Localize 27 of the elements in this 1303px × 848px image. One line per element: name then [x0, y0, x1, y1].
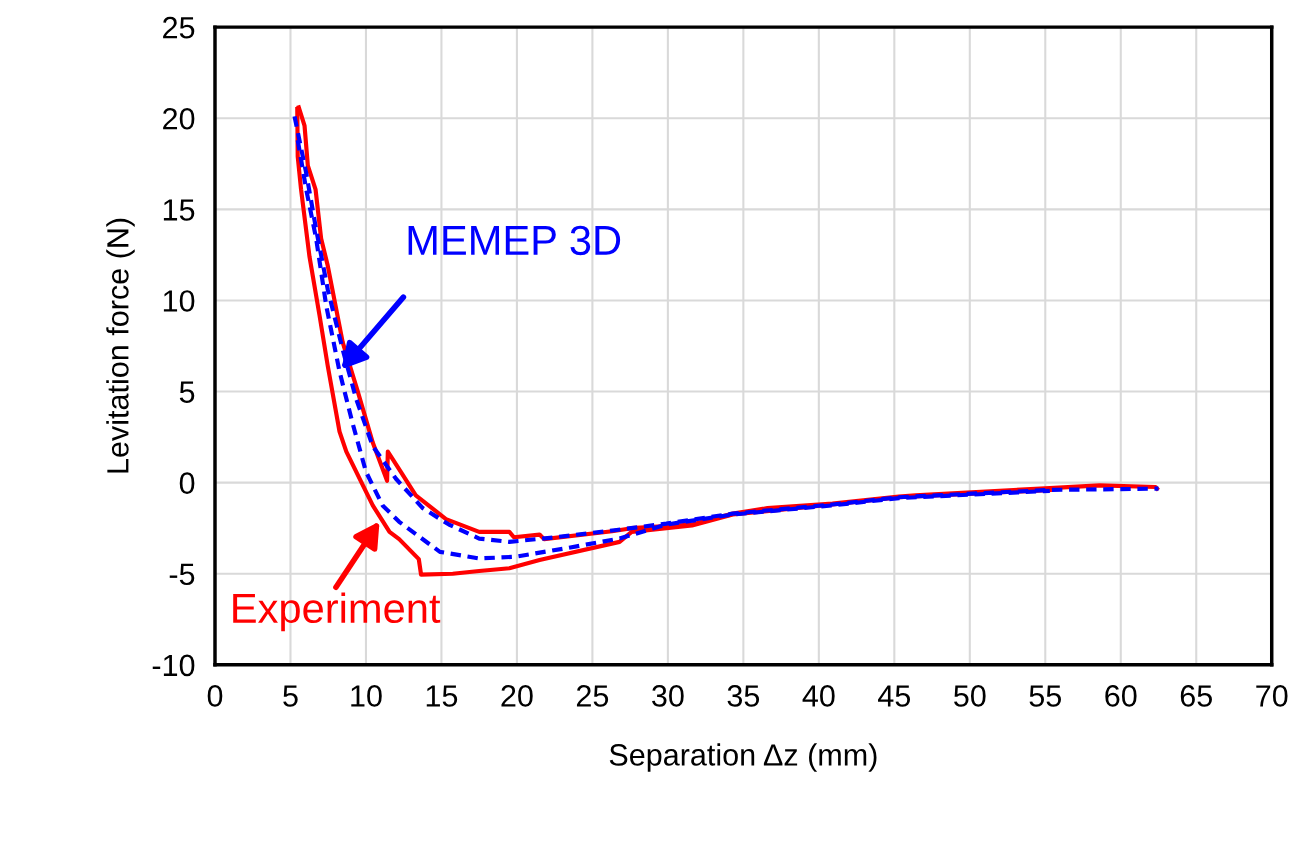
x-tick-label: 50 [954, 685, 986, 707]
y-tick-label: 15 [163, 199, 195, 221]
y-tick-label: 10 [163, 290, 195, 312]
y-axis-title: Levitation force (N) [106, 218, 135, 473]
x-tick-label: 25 [576, 685, 609, 707]
x-tick-label: 40 [802, 685, 835, 707]
annotation: MEMEP 3D [408, 225, 621, 256]
x-tick-label: 70 [1256, 685, 1288, 707]
x-tick-label: 60 [1105, 685, 1137, 707]
x-tick-label: 20 [501, 685, 533, 707]
x-tick-label: 35 [727, 685, 760, 707]
y-tick-label: 20 [163, 107, 195, 130]
annotation: Experiment [233, 592, 441, 632]
y-tick-label: -10 [152, 654, 195, 677]
x-tick-label: 0 [207, 685, 223, 707]
y-tick-label: 25 [163, 16, 195, 39]
y-tick-label: 0 [179, 472, 195, 495]
x-tick-label: 65 [1180, 685, 1212, 707]
x-tick-label: 30 [652, 685, 684, 707]
x-axis-title: Separation Δz (mm) [609, 743, 877, 772]
x-tick-label: 15 [426, 685, 458, 707]
y-tick-label: -5 [169, 563, 195, 586]
x-tick-label: 45 [878, 685, 911, 707]
x-tick-label: 10 [351, 685, 382, 707]
y-tick-label: 5 [179, 381, 195, 403]
x-tick-label: 55 [1029, 685, 1061, 707]
x-tick-label: 5 [283, 685, 298, 707]
